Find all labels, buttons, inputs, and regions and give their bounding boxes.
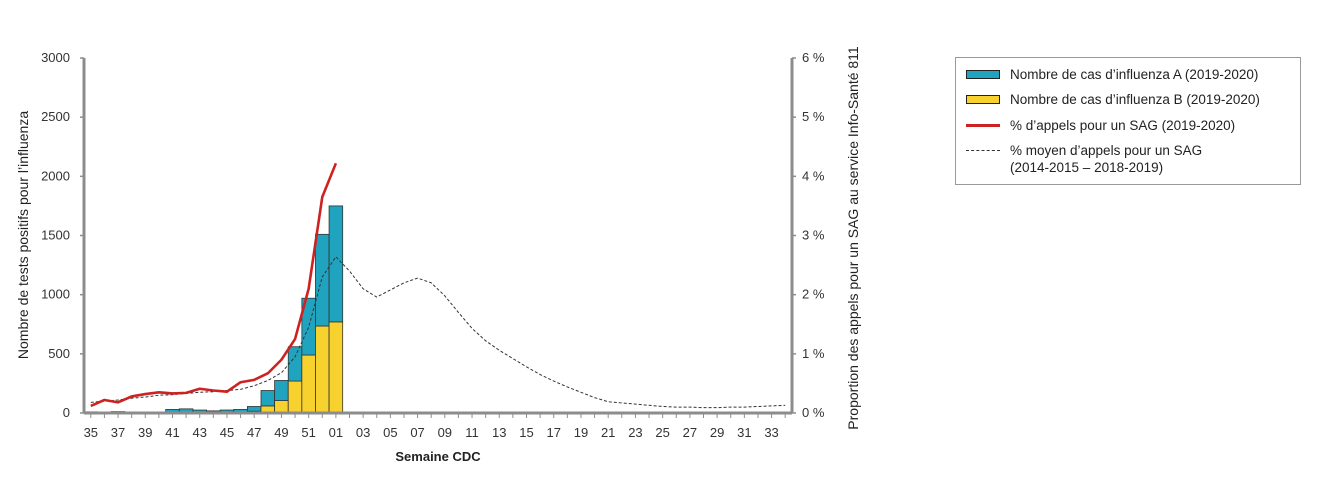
x-tick-label: 27 xyxy=(683,425,697,440)
y-left-tick-label: 3000 xyxy=(41,50,70,65)
legend-label-sag-average: % moyen d’appels pour un SAG (2014-2015 … xyxy=(1010,142,1202,176)
x-tick-label: 35 xyxy=(84,425,98,440)
x-tick-label: 15 xyxy=(519,425,533,440)
legend-swatch-influenza-a xyxy=(966,70,1000,79)
legend-line-sag-average xyxy=(966,150,1000,151)
x-tick-label: 03 xyxy=(356,425,370,440)
x-tick-label: 43 xyxy=(192,425,206,440)
legend-item-influenza-b: Nombre de cas d’influenza B (2019-2020) xyxy=(966,91,1260,108)
x-tick-label: 51 xyxy=(301,425,315,440)
x-tick-label: 13 xyxy=(492,425,506,440)
x-tick-label: 39 xyxy=(138,425,152,440)
bar-influenza-b xyxy=(274,400,289,414)
x-tick-label: 05 xyxy=(383,425,397,440)
x-tick-label: 49 xyxy=(274,425,288,440)
legend-swatch-influenza-b xyxy=(966,95,1000,104)
legend-label-influenza-a: Nombre de cas d’influenza A (2019-2020) xyxy=(1010,67,1259,82)
x-tick-label: 31 xyxy=(737,425,751,440)
y-right-tick-label: 2 % xyxy=(802,287,825,302)
y-left-tick-label: 2000 xyxy=(41,168,70,183)
x-axis-title: Semaine CDC xyxy=(395,449,481,464)
line-sag-average xyxy=(90,256,786,409)
y-right-tick-label: 0 % xyxy=(802,405,825,420)
bar-influenza-a xyxy=(287,346,303,382)
y-left-tick-label: 500 xyxy=(48,346,70,361)
y-axis-right-title: Proportion des appels pour un SAG au ser… xyxy=(845,46,861,430)
y-left-tick-label: 0 xyxy=(63,405,70,420)
y-right-tick-label: 5 % xyxy=(802,109,825,124)
legend-line-sag-calls xyxy=(966,124,1000,127)
y-axis-left-title: Nombre de tests positifs pour l’influenz… xyxy=(15,111,31,359)
y-right-tick-label: 4 % xyxy=(802,168,825,183)
x-tick-label: 17 xyxy=(546,425,560,440)
x-tick-label: 09 xyxy=(438,425,452,440)
bar-influenza-b xyxy=(328,321,344,414)
legend-label-sag-average-line2: (2014-2015 – 2018-2019) xyxy=(1010,160,1164,175)
bar-influenza-a xyxy=(328,205,344,323)
x-tick-label: 45 xyxy=(220,425,234,440)
line-sag-calls xyxy=(90,162,338,408)
legend-label-sag-average-line1: % moyen d’appels pour un SAG xyxy=(1010,143,1203,158)
x-tick-label: 23 xyxy=(628,425,642,440)
x-tick-label: 01 xyxy=(329,425,343,440)
x-tick-label: 19 xyxy=(574,425,588,440)
legend-item-influenza-a: Nombre de cas d’influenza A (2019-2020) xyxy=(966,66,1258,83)
y-left-tick-label: 1000 xyxy=(41,287,70,302)
y-left-tick-label: 2500 xyxy=(41,109,70,124)
bar-influenza-a xyxy=(246,406,262,412)
y-right-tick-label: 6 % xyxy=(802,50,825,65)
x-tick-label: 41 xyxy=(165,425,179,440)
x-tick-label: 07 xyxy=(410,425,424,440)
x-tick-label: 11 xyxy=(465,425,479,440)
legend-label-influenza-b: Nombre de cas d’influenza B (2019-2020) xyxy=(1010,92,1260,107)
legend: Nombre de cas d’influenza A (2019-2020) … xyxy=(955,57,1301,185)
bar-influenza-a xyxy=(274,380,289,401)
x-tick-label: 29 xyxy=(710,425,724,440)
legend-label-sag-calls: % d’appels pour un SAG (2019-2020) xyxy=(1010,118,1236,133)
x-tick-label: 25 xyxy=(655,425,669,440)
bar-influenza-b xyxy=(301,354,316,414)
bar-influenza-a xyxy=(315,233,330,327)
x-tick-label: 21 xyxy=(601,425,615,440)
bar-influenza-b xyxy=(287,380,303,414)
x-tick-label: 47 xyxy=(247,425,261,440)
y-right-tick-label: 3 % xyxy=(802,228,825,243)
y-right-tick-label: 1 % xyxy=(802,346,825,361)
y-left-tick-label: 1500 xyxy=(41,228,70,243)
bar-influenza-b xyxy=(315,325,330,414)
legend-item-sag-average: % moyen d’appels pour un SAG (2014-2015 … xyxy=(966,142,1202,176)
x-tick-label: 33 xyxy=(764,425,778,440)
legend-item-sag-calls: % d’appels pour un SAG (2019-2020) xyxy=(966,117,1235,134)
x-tick-label: 37 xyxy=(111,425,125,440)
bar-influenza-a xyxy=(260,390,276,407)
